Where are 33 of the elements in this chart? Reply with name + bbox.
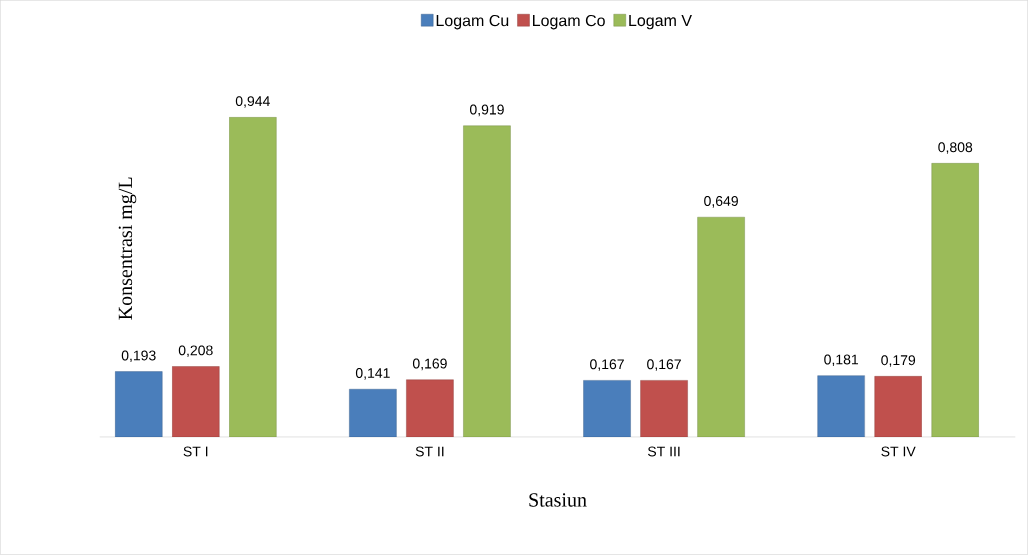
data-label: 0,208 xyxy=(178,345,213,358)
data-label: 0,649 xyxy=(704,196,738,208)
bar xyxy=(406,379,454,438)
data-label: 0,167 xyxy=(590,359,624,371)
data-label: 0,179 xyxy=(881,355,916,367)
data-label: 0,944 xyxy=(235,96,270,108)
data-label: 0,181 xyxy=(824,354,859,367)
x-tick-label: ST IV xyxy=(881,446,916,457)
legend-label: Logam Cu xyxy=(436,15,509,30)
bar xyxy=(349,389,397,438)
bar xyxy=(229,117,277,438)
data-label: 0,167 xyxy=(647,359,681,371)
legend-label: Logam V xyxy=(629,15,692,30)
bar xyxy=(874,376,922,438)
x-tick-label: ST III xyxy=(647,446,680,457)
data-label: 0,141 xyxy=(355,368,390,380)
bar xyxy=(583,380,631,438)
bar xyxy=(817,375,865,438)
bar xyxy=(172,366,220,438)
data-label: 0,193 xyxy=(121,350,156,363)
bar xyxy=(115,371,163,438)
x-tick-label: ST II xyxy=(415,446,444,457)
bar xyxy=(931,163,979,438)
legend-label: Logam Co xyxy=(533,15,605,30)
bar xyxy=(640,380,688,438)
data-label: 0,808 xyxy=(938,142,973,154)
data-label: 0,919 xyxy=(469,104,504,117)
x-tick-label: ST I xyxy=(183,446,208,457)
bar xyxy=(697,217,745,438)
y-axis-title: Konsentrasi mg/L xyxy=(118,177,137,320)
x-axis-title: Stasiun xyxy=(529,493,587,507)
bar xyxy=(463,125,511,438)
data-label: 0,169 xyxy=(412,358,447,371)
